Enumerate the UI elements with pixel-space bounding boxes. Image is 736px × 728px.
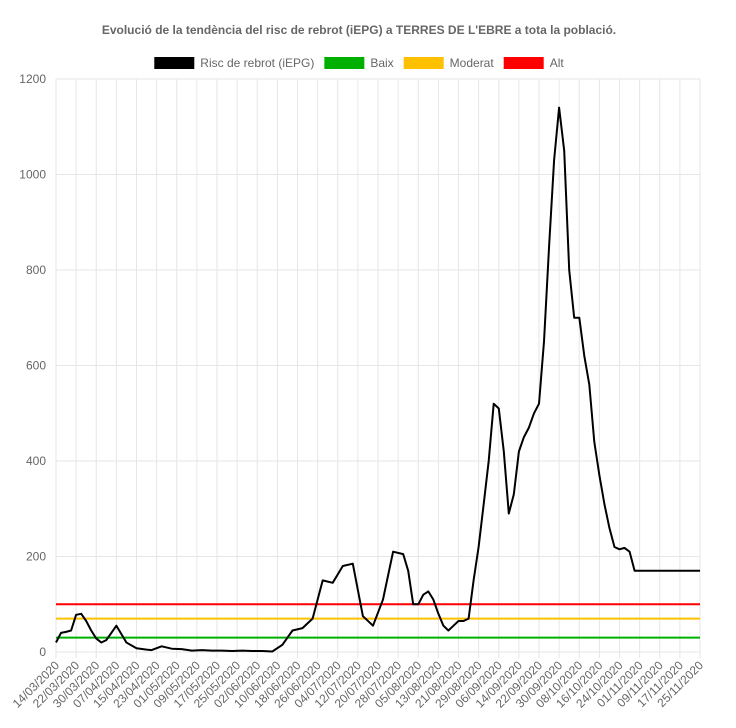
series-line-risc-de-rebrot — [55, 106, 700, 653]
legend-label: Risc de rebrot (iEPG) — [200, 56, 314, 70]
legend-swatch-2 — [403, 57, 444, 69]
grid — [55, 78, 701, 658]
y-tick-label: 800 — [26, 263, 46, 277]
x-axis: 14/03/202022/03/202030/03/202007/04/2020… — [10, 658, 707, 711]
y-tick-label: 1000 — [19, 168, 46, 182]
legend-label: Alt — [550, 56, 565, 70]
legend-swatch-1 — [324, 57, 365, 69]
legend: Risc de rebrot (iEPG) Baix Moderat Alt — [154, 56, 564, 70]
legend-label: Baix — [370, 56, 393, 70]
y-tick-label: 1200 — [19, 72, 46, 86]
y-tick-label: 600 — [26, 359, 46, 373]
y-tick-label: 400 — [26, 454, 46, 468]
chart-title: Evolució de la tendència del risc de reb… — [102, 23, 616, 37]
y-tick-label: 0 — [39, 645, 46, 659]
series-lines — [55, 106, 700, 653]
legend-swatch-3 — [503, 57, 544, 69]
legend-swatch-0 — [154, 57, 195, 69]
legend-label: Moderat — [450, 56, 495, 70]
y-tick-label: 200 — [26, 550, 46, 564]
y-axis: 0 200 400 600 800 1000 1200 — [19, 72, 46, 659]
